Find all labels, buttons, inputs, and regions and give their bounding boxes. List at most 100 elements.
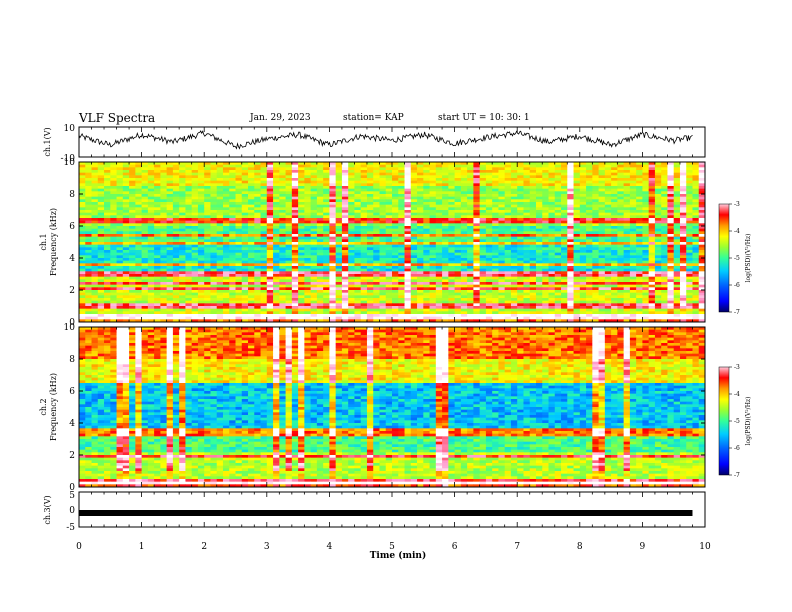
spectrogram-cell (172, 266, 180, 270)
spectrogram-cell (686, 167, 693, 171)
spectrogram-cell (611, 215, 618, 219)
spectrogram-cell (316, 204, 324, 208)
spectrogram-cell (160, 271, 168, 275)
spectrogram-cell (254, 255, 261, 259)
spectrogram-cell (423, 175, 430, 179)
spectrogram-cell (667, 287, 675, 291)
spectrogram-cell (392, 234, 399, 238)
spectrogram-cell (285, 164, 293, 168)
spectrogram-cell (429, 212, 437, 216)
spectrogram-cell (429, 276, 437, 280)
spectrogram-cell (623, 258, 631, 262)
spectrogram-cell (673, 255, 681, 259)
spectrogram-cell (341, 236, 349, 240)
spectrogram-cell (535, 226, 543, 230)
spectrogram-cell (373, 162, 380, 166)
spectrogram-cell (667, 260, 675, 264)
spectrogram-cell (279, 274, 286, 278)
spectrogram-cell (523, 263, 531, 267)
spectrogram-cell (366, 199, 374, 203)
spectrogram-cell (579, 231, 587, 235)
spectrogram-cell (166, 255, 174, 259)
spectrogram-cell (423, 210, 430, 214)
spectrogram-cell (586, 178, 593, 182)
spectrogram-cell (122, 218, 130, 222)
spectrogram-cell (417, 268, 424, 272)
spectrogram-cell (147, 164, 155, 168)
spectrogram-cell (435, 180, 443, 184)
spectrogram-cell (448, 172, 455, 176)
spectrogram-cell (135, 212, 142, 216)
spectrogram-cell (304, 170, 312, 174)
spectrogram-cell (561, 170, 568, 174)
spectrogram-cell (648, 274, 656, 278)
spectrogram-cell (548, 194, 556, 198)
spectrogram-cell (166, 271, 174, 275)
spectrogram-cell (467, 162, 474, 166)
spectrogram-cell (492, 178, 499, 182)
spectrogram-cell (636, 175, 643, 179)
spectrogram-cell (373, 172, 380, 176)
spectrogram-cell (310, 188, 318, 192)
spectrogram-cell (679, 260, 687, 264)
spectrogram-cell (273, 287, 280, 291)
spectrogram-cell (423, 186, 430, 190)
spectrogram-cell (279, 218, 286, 222)
spectrogram-cell (179, 282, 186, 286)
spectrogram-cell (404, 247, 412, 251)
spectrogram-cell (197, 188, 205, 192)
spectrogram-cell (429, 178, 437, 182)
spectrogram-cell (248, 274, 255, 278)
spectrogram-cell (248, 252, 255, 256)
spectrogram-cell (417, 239, 424, 243)
spectrogram-cell (185, 252, 193, 256)
spectrogram-cell (79, 276, 86, 280)
spectrogram-cell (435, 274, 443, 278)
spectrogram-cell (379, 218, 387, 222)
spectrogram-cell (229, 282, 236, 286)
spectrogram-cell (561, 255, 568, 259)
spectrogram-cell (510, 199, 518, 203)
spectrogram-cell (298, 183, 305, 187)
spectrogram-cell (611, 212, 618, 216)
spectrogram-cell (185, 212, 193, 216)
spectrogram-cell (310, 234, 318, 238)
spectrogram-cell (141, 228, 149, 232)
spectrogram-cell (548, 191, 556, 195)
spectrogram-cell (561, 183, 568, 187)
spectrogram-cell (298, 250, 305, 254)
spectrogram-cell (122, 282, 130, 286)
spectrogram-cell (410, 172, 418, 176)
spectrogram-cell (260, 210, 268, 214)
spectrogram-cell (291, 191, 299, 195)
spectrogram-cell (667, 186, 675, 190)
spectrogram-cell (410, 274, 418, 278)
spectrogram-cell (116, 178, 124, 182)
spectrogram-cell (429, 258, 437, 262)
spectrogram-cell (216, 255, 224, 259)
spectrogram-cell (473, 220, 481, 224)
spectrogram-cell (398, 250, 405, 254)
spectrogram-cell (611, 274, 618, 278)
spectrogram-cell (204, 194, 211, 198)
spectrogram-cell (229, 263, 236, 267)
spectrogram-cell (248, 239, 255, 243)
spectrogram-cell (573, 164, 581, 168)
station-label: station= KAP (343, 113, 404, 123)
spectrogram-cell (291, 215, 299, 219)
spectrogram-cell (229, 276, 236, 280)
spectrogram-cell (667, 162, 675, 166)
spectrogram-cell (266, 212, 274, 216)
spectrogram-cell (517, 250, 524, 254)
spectrogram-cell (429, 279, 437, 283)
spectrogram-cell (636, 258, 643, 262)
spectrogram-cell (404, 234, 412, 238)
spectrogram-cell (210, 228, 218, 232)
spectrogram-cell (604, 260, 612, 264)
spectrogram-cell (229, 170, 236, 174)
spectrogram-cell (667, 231, 675, 235)
spectrogram-cell (592, 258, 599, 262)
spectrogram-cell (110, 290, 117, 294)
spectrogram-cell (579, 175, 587, 179)
spectrogram-cell (686, 215, 693, 219)
